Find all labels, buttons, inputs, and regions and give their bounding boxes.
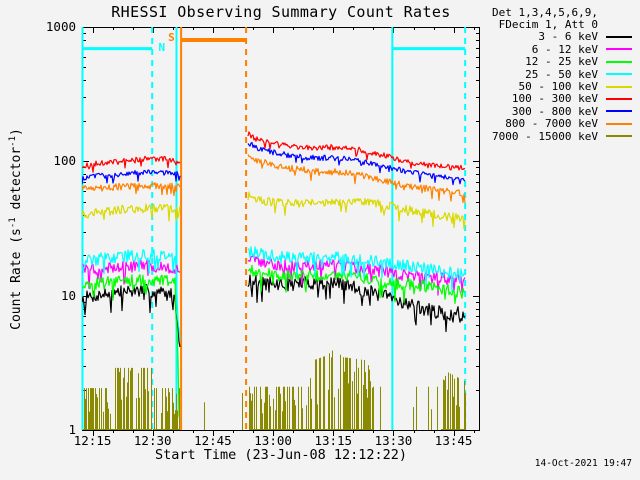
trace-100-300keV xyxy=(82,131,466,173)
legend-entry: 3 - 6 keV xyxy=(492,30,632,44)
legend-entry: 7000 - 15000 keV xyxy=(492,129,632,143)
legend-entry: 300 - 800 keV xyxy=(492,104,632,118)
legend-entry-label: 50 - 100 keV xyxy=(518,80,598,94)
y-tick-label: 100 xyxy=(53,153,76,169)
trace-7000-15000keV xyxy=(83,350,466,430)
legend-header-row: Det 1,3,4,5,6,9, xyxy=(492,5,632,19)
chart-title: RHESSI Observing Summary Count Rates xyxy=(111,3,451,21)
legend-color-swatch xyxy=(598,60,632,63)
y-tick-label: 10 xyxy=(60,287,76,303)
y-tick-label: 1000 xyxy=(45,19,76,34)
trace-50-100keV xyxy=(82,191,466,230)
x-tick-label: 13:30 xyxy=(374,433,413,448)
legend-entry: 50 - 100 keV xyxy=(492,80,632,94)
x-tick-label: 13:00 xyxy=(254,433,292,448)
x-tick-label: 13:15 xyxy=(314,433,353,448)
legend-color-swatch xyxy=(598,135,632,138)
flag-lines xyxy=(81,27,467,430)
legend-color-swatch xyxy=(598,97,632,100)
legend-color-swatch xyxy=(598,122,632,125)
legend-entry: 100 - 300 keV xyxy=(492,92,632,106)
night-flag-label: N xyxy=(158,41,166,55)
legend-entry-label: 300 - 800 keV xyxy=(511,104,598,118)
x-tick-label: 12:45 xyxy=(194,433,232,448)
plot-timestamp: 14-Oct-2021 19:47 xyxy=(534,458,632,469)
y-axis-label: Count Rate (s-1 detector-1) xyxy=(7,128,25,330)
trace-25-50keV xyxy=(82,246,466,340)
legend-entry-label: 3 - 6 keV xyxy=(538,30,598,44)
y-tick-label: 1 xyxy=(68,422,76,437)
legend-color-swatch xyxy=(598,35,632,38)
x-tick-label: 13:45 xyxy=(434,433,473,448)
trace-300-800keV xyxy=(82,141,466,186)
legend-header-row: FDecim 1, Att 0 xyxy=(492,18,632,32)
legend-entry-label: 25 - 50 keV xyxy=(525,67,598,81)
trace-12-25keV xyxy=(82,264,466,420)
trace-3-6keV xyxy=(82,274,466,348)
x-axis-label: Start Time (23-Jun-08 12:12:22) xyxy=(155,447,407,463)
legend-entry: 800 - 7000 keV xyxy=(492,117,632,131)
legend-header-text: Det 1,3,4,5,6,9, xyxy=(492,5,598,19)
legend-entry-label: 7000 - 15000 keV xyxy=(492,129,598,143)
legend-entry-label: 6 - 12 keV xyxy=(531,42,598,56)
legend-entry: 12 - 25 keV xyxy=(492,55,632,69)
series-traces xyxy=(82,131,466,420)
legend-entry-label: 800 - 7000 keV xyxy=(505,117,598,131)
x-tick-label: 12:30 xyxy=(133,433,172,448)
legend-entry: 25 - 50 keV xyxy=(492,67,632,81)
legend-color-swatch xyxy=(598,85,632,88)
x-tick-label: 12:15 xyxy=(73,433,112,448)
legend-header-text: FDecim 1, Att 0 xyxy=(498,18,598,32)
legend-entry: 6 - 12 keV xyxy=(492,42,632,56)
trace-800-7000keV xyxy=(82,154,466,204)
legend-entry-label: 12 - 25 keV xyxy=(525,55,598,69)
legend-color-swatch xyxy=(598,73,632,76)
saa-flag-label: S xyxy=(168,31,175,45)
legend-color-swatch xyxy=(598,110,632,113)
legend-color-swatch xyxy=(598,48,632,51)
legend-entry-label: 100 - 300 keV xyxy=(511,92,598,106)
